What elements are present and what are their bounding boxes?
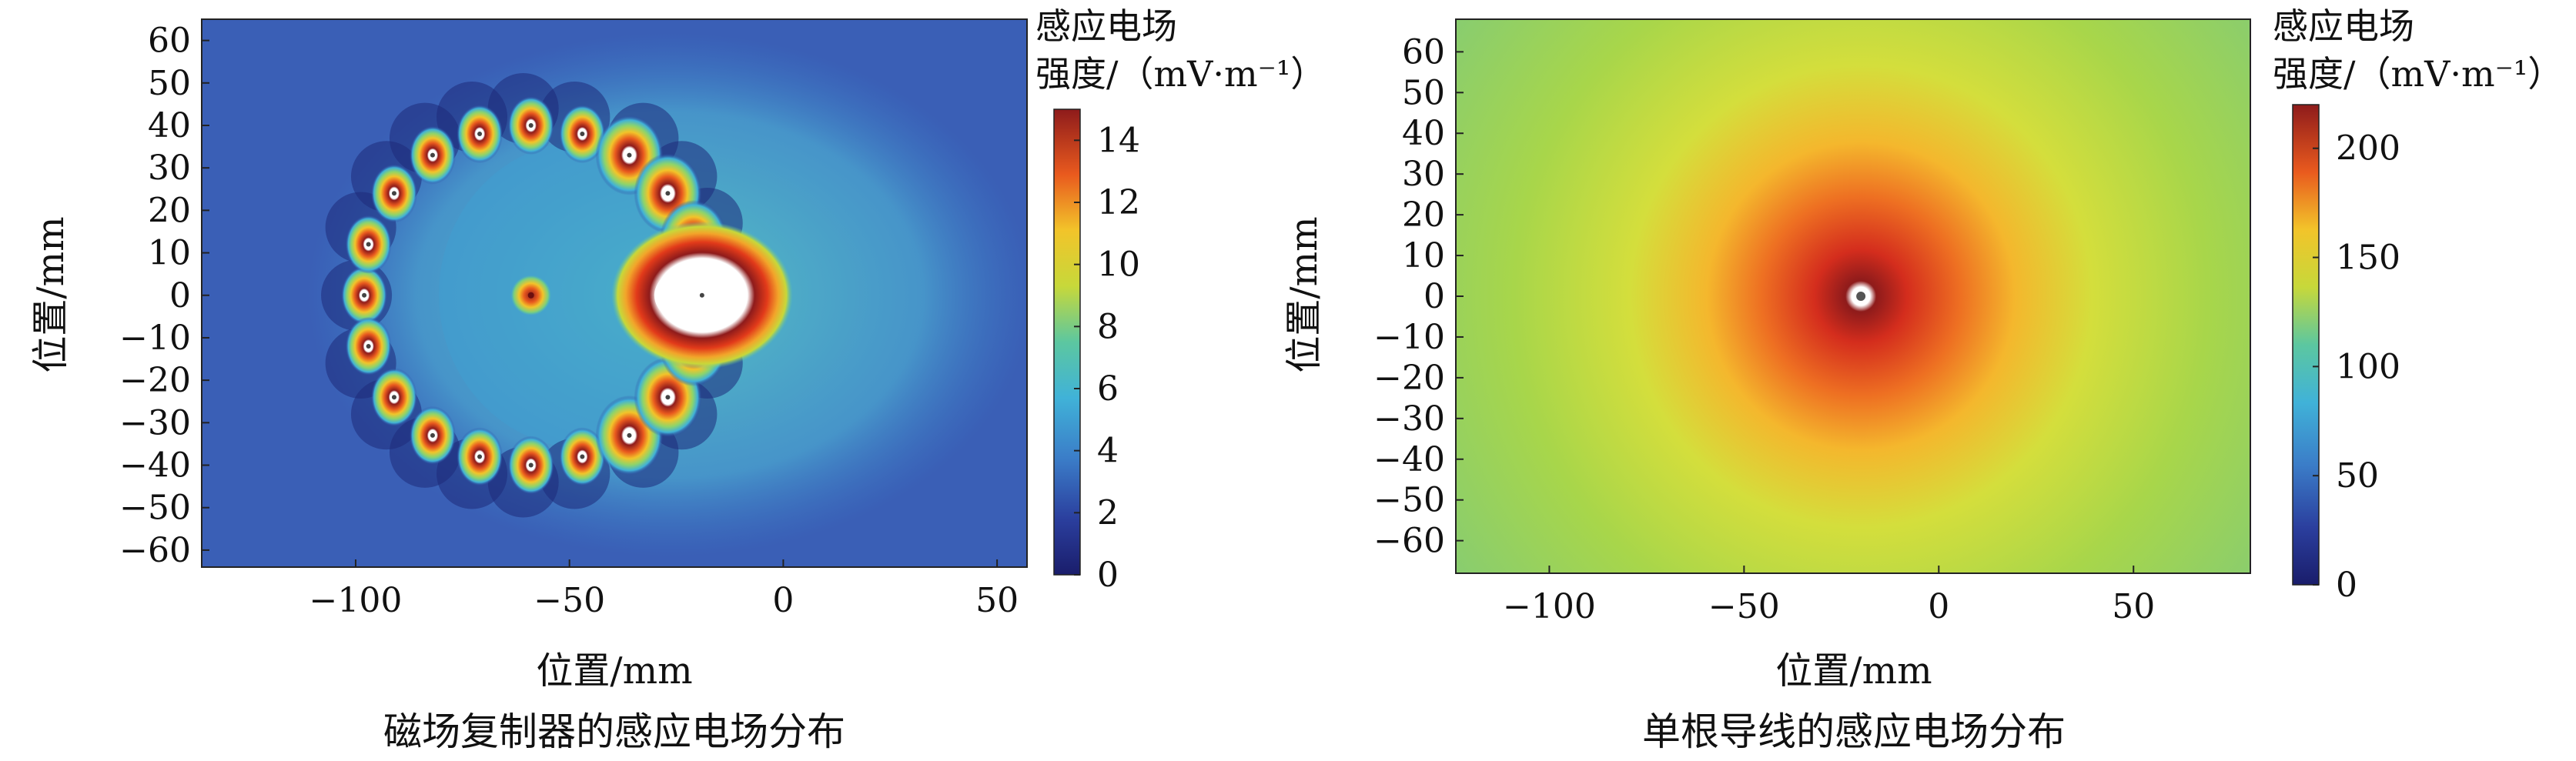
- conductor-marker: [362, 292, 367, 298]
- left-xtick-label: 0: [772, 581, 794, 620]
- right-colorbar-tick-label: 200: [2336, 129, 2400, 169]
- conductor-marker: [528, 122, 534, 128]
- conductor-marker: [528, 462, 534, 468]
- right-ylabel: 位置/mm: [1283, 216, 1326, 372]
- left-colorbar-tick-label: 2: [1097, 493, 1119, 532]
- left-plot-frame: [201, 18, 1028, 568]
- right-ytick-label: −30: [1373, 399, 1445, 439]
- left-heatmap: [202, 19, 1027, 567]
- right-colorbar-tick-label: 150: [2336, 239, 2400, 278]
- conductor-marker: [627, 152, 632, 158]
- right-xtick-label: −50: [1708, 587, 1780, 626]
- left-xlabel: 位置/mm: [536, 649, 692, 693]
- right-ytick-label: −50: [1373, 481, 1445, 520]
- right-ytick-label: −60: [1373, 522, 1445, 561]
- right-ytick-label: −40: [1373, 440, 1445, 479]
- right-ytick-label: 10: [1402, 236, 1445, 275]
- left-ytick-label: −30: [119, 403, 191, 442]
- left-colorbar-tick-label: 12: [1097, 183, 1140, 222]
- center-source-marker: [527, 292, 534, 299]
- focus-region-marker: [699, 292, 704, 298]
- right-colorbar-title-line1: 感应电场: [2273, 5, 2414, 47]
- right-heatmap: [1456, 19, 2250, 573]
- left-colorbar: [1053, 108, 1081, 576]
- left-ytick-label: −60: [119, 531, 191, 570]
- left-colorbar-tick-label: 0: [1097, 556, 1119, 595]
- left-colorbar-tick-label: 6: [1097, 369, 1119, 409]
- left-colorbar-tick-label: 4: [1097, 432, 1119, 471]
- left-ytick-label: 40: [148, 106, 191, 145]
- right-caption: 单根导线的感应电场分布: [1642, 709, 2066, 754]
- left-colorbar-tick-label: 8: [1097, 307, 1119, 346]
- left-colorbar-title-line2: 强度/（mV·m⁻¹）: [1035, 53, 1326, 95]
- conductor-marker: [430, 152, 435, 158]
- left-ytick-label: −20: [119, 361, 191, 400]
- right-colorbar: [2292, 104, 2320, 586]
- right-ytick-label: −20: [1373, 359, 1445, 398]
- conductor-marker: [665, 395, 671, 400]
- conductor-marker: [477, 454, 483, 459]
- conductor-marker: [391, 191, 396, 196]
- single-wire-marker: [1856, 292, 1866, 301]
- left-ytick-label: 30: [148, 149, 191, 188]
- left-ytick-label: 50: [148, 64, 191, 103]
- focus-region-core: [654, 264, 744, 326]
- right-ytick-label: 60: [1402, 32, 1445, 72]
- right-heatmap-background: [1456, 19, 2250, 573]
- conductor-marker: [366, 242, 371, 247]
- right-ytick-label: 0: [1423, 277, 1445, 316]
- right-xtick-label: −100: [1503, 587, 1596, 626]
- right-ytick-label: 30: [1402, 155, 1445, 194]
- left-ytick-label: −40: [119, 446, 191, 486]
- conductor-marker: [366, 343, 371, 349]
- left-xtick-label: −50: [534, 581, 605, 620]
- left-ytick-label: 0: [169, 276, 191, 315]
- conductor-marker: [391, 395, 396, 400]
- left-ytick-label: 60: [148, 22, 191, 61]
- conductor-marker: [477, 132, 483, 137]
- left-colorbar-tick-label: 14: [1097, 121, 1140, 160]
- conductor-marker: [627, 432, 632, 438]
- left-ylabel: 位置/mm: [29, 216, 72, 372]
- left-ytick-label: −10: [119, 319, 191, 358]
- conductor-marker: [580, 132, 585, 137]
- left-ytick-label: 20: [148, 191, 191, 230]
- left-xtick-label: −100: [309, 581, 403, 620]
- left-xtick-label: 50: [975, 581, 1019, 620]
- right-ytick-label: −10: [1373, 318, 1445, 357]
- conductor-marker: [430, 432, 435, 438]
- left-colorbar-title-line1: 感应电场: [1035, 5, 1177, 47]
- right-colorbar-tick-label: 50: [2336, 456, 2379, 496]
- right-colorbar-tick-label: 0: [2336, 566, 2357, 605]
- right-xtick-label: 50: [2112, 587, 2155, 626]
- right-xtick-label: 0: [1928, 587, 1949, 626]
- right-ytick-label: 20: [1402, 195, 1445, 235]
- left-colorbar-tick-label: 10: [1097, 245, 1140, 285]
- right-xlabel: 位置/mm: [1775, 649, 1932, 693]
- right-ytick-label: 50: [1402, 73, 1445, 112]
- conductor-marker: [665, 191, 671, 196]
- left-ytick-label: −50: [119, 489, 191, 528]
- left-caption: 磁场复制器的感应电场分布: [383, 709, 845, 754]
- left-ytick-label: 10: [148, 234, 191, 273]
- right-colorbar-title-line2: 强度/（mV·m⁻¹）: [2273, 53, 2563, 95]
- conductor-marker: [580, 454, 585, 459]
- right-colorbar-tick-label: 100: [2336, 347, 2400, 386]
- right-ytick-label: 40: [1402, 114, 1445, 153]
